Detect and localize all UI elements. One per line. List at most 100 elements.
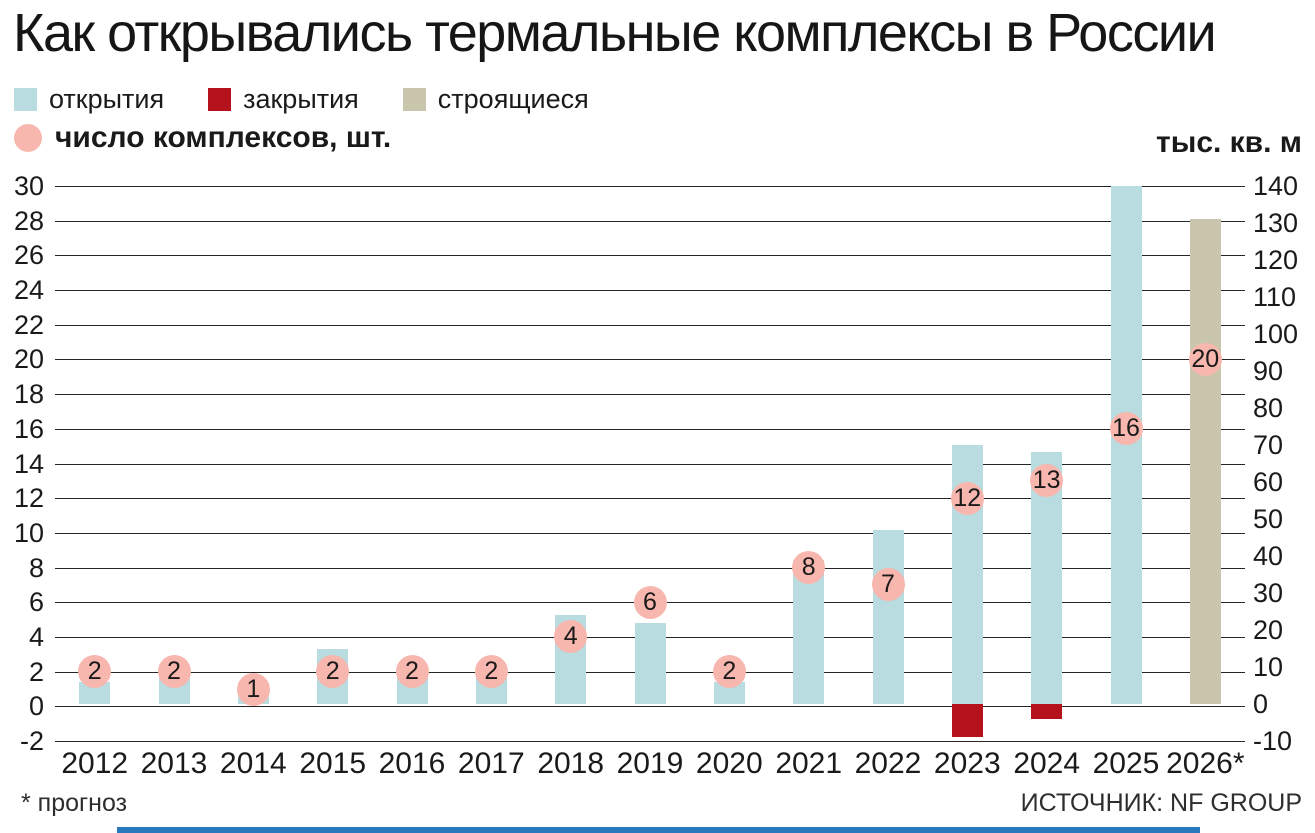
right-axis: 140 130 120 110 100 90 80 70 60 50 40 30 20 10 0 -10 [1253,172,1315,755]
gridline [55,463,1245,465]
gridline [55,394,1245,396]
count-marker-2014: 1 [236,672,270,706]
count-marker-2016: 2 [395,655,429,689]
gridline [55,220,1245,222]
page-title: Как открывались термальные комплексы в Р… [13,3,1217,63]
x-axis-label: 2017 [457,747,525,780]
legend-label-closures: закрытия [243,84,359,114]
left-axis-tick: 22 [13,309,44,340]
gridline [55,290,1245,292]
right-axis-tick: -10 [1253,726,1293,756]
right-axis-tick: 30 [1253,578,1284,608]
x-axis-label: 2020 [695,747,763,780]
x-axis-label: 2025 [1092,747,1160,780]
legend: открытия закрытия строящиеся [14,84,589,115]
bar-closures-2024 [1031,704,1063,719]
marker-legend-label: число комплексов, шт. [55,121,392,154]
right-axis-tick: 10 [1253,652,1284,682]
right-axis-tick: 140 [1253,171,1299,201]
left-axis-tick: 28 [13,205,44,236]
legend-label-construction: строящиеся [437,84,589,114]
marker-legend: число комплексов, шт. [14,121,391,155]
count-marker-icon [14,124,42,152]
left-axis-tick: 4 [28,621,44,652]
footnote: * прогноз [21,789,128,817]
count-marker-2015: 2 [316,655,350,689]
openings-swatch-icon [14,88,37,111]
right-axis-tick: 0 [1253,689,1269,719]
x-axis-label: 2021 [775,747,843,780]
plot-area: 2 2 1 2 2 2 4 6 2 8 7 12 13 16 20 [55,186,1245,742]
left-axis-tick: 14 [13,448,44,479]
gridline [55,498,1245,500]
source-credit: ИСТОЧНИК: NF GROUP [1020,789,1302,817]
x-axis-label: 2026* [1166,747,1245,780]
count-marker-2024: 13 [1030,464,1064,498]
count-marker-2013: 2 [157,655,191,689]
left-axis-tick: 26 [13,240,44,271]
x-axis-label: 2013 [140,747,208,780]
bar-closures-2023 [951,704,983,738]
count-marker-2025: 16 [1109,412,1143,446]
count-marker-2017: 2 [474,655,508,689]
right-axis-tick: 20 [1253,615,1284,645]
gridline [55,428,1245,430]
closures-swatch-icon [208,88,232,111]
x-axis-label: 2012 [61,747,129,780]
x-axis-label: 2022 [854,747,922,780]
legend-item-construction: строящиеся [402,84,589,115]
x-axis-label: 2024 [1013,747,1081,780]
left-axis: 30 28 26 24 22 20 18 16 14 12 10 8 6 4 2 0 -2 [0,172,44,755]
x-axis-label: 2015 [299,747,367,780]
left-axis-tick: 10 [13,517,44,548]
left-axis-tick: -2 [19,726,44,756]
left-axis-tick: 6 [28,587,44,618]
x-axis-label: 2016 [378,747,446,780]
count-marker-2021: 8 [792,551,826,585]
count-marker-2018: 4 [554,620,588,654]
left-axis-tick: 2 [28,656,44,687]
bar-openings-2022 [872,530,904,704]
left-axis-tick: 16 [13,413,44,444]
count-marker-2020: 2 [712,655,746,689]
x-axis-label: 2014 [219,747,287,780]
left-axis-tick: 30 [13,171,44,201]
legend-item-openings: открытия [14,84,164,115]
gridline [55,186,1245,187]
gridline [55,255,1245,257]
gridline [55,532,1245,534]
count-marker-2012: 2 [78,655,112,689]
right-axis-title: тыс. кв. м [1156,126,1302,159]
right-axis-tick: 110 [1253,282,1297,312]
count-marker-2022: 7 [871,568,905,602]
right-axis-tick: 50 [1253,504,1284,534]
right-axis-tick: 100 [1253,319,1299,349]
x-axis-label: 2018 [537,747,605,780]
right-axis-tick: 90 [1253,356,1284,386]
left-axis-tick: 18 [13,379,44,410]
right-axis-tick: 80 [1253,393,1284,423]
left-axis-tick: 8 [28,552,44,583]
legend-label-openings: открытия [49,84,165,114]
construction-swatch-icon [402,88,426,111]
count-marker-2019: 6 [633,585,667,619]
bar-construction-2026 [1189,219,1221,704]
right-axis-tick: 60 [1253,467,1284,497]
right-axis-tick: 70 [1253,430,1284,460]
right-axis-tick: 40 [1253,541,1284,571]
bar-openings-2020 [713,681,745,704]
right-axis-tick: 120 [1253,245,1299,275]
gridline [55,706,1245,708]
left-axis-tick: 0 [28,691,44,722]
legend-item-closures: закрытия [208,84,359,115]
left-axis-tick: 12 [13,483,44,514]
bar-openings-2019 [634,622,666,704]
left-axis-tick: 20 [13,344,44,375]
gridline [55,567,1245,569]
count-marker-2026: 20 [1188,342,1222,376]
count-marker-2023: 12 [950,481,984,515]
gridline [55,324,1245,326]
gridline [55,741,1245,742]
left-axis-tick: 24 [13,275,44,306]
